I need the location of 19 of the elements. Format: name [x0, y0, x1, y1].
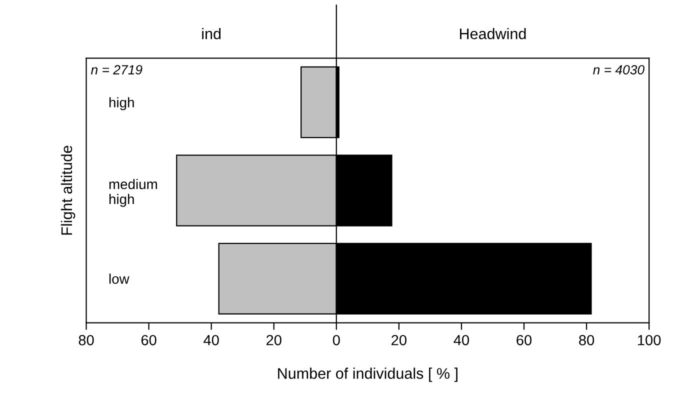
text: ind	[202, 28, 221, 40]
x-tick-label: 20	[392, 334, 406, 346]
annotation: n = 4030	[593, 65, 644, 74]
x-tick-label: 60	[141, 334, 156, 346]
x-tick-label: 60	[516, 334, 532, 346]
y-tick-label: medium high	[109, 178, 157, 207]
y-axis-title: Flight altitude	[60, 146, 76, 235]
x-tick-label: 100	[638, 334, 661, 346]
annotation: n = 2719	[90, 65, 142, 74]
x-tick-label: 0	[332, 334, 340, 346]
y-tick-label: low	[109, 274, 130, 284]
x-tick-label: 40	[454, 334, 470, 346]
x-tick-label: 20	[266, 334, 282, 346]
text: Headwind	[460, 28, 526, 40]
x-tick-label: 80	[579, 334, 594, 346]
x-tick-label: 40	[204, 334, 219, 346]
x-axis-title: Number of individuals [ % ]	[278, 368, 458, 382]
y-tick-label: high	[109, 97, 134, 110]
x-tick-label: 80	[78, 334, 94, 346]
